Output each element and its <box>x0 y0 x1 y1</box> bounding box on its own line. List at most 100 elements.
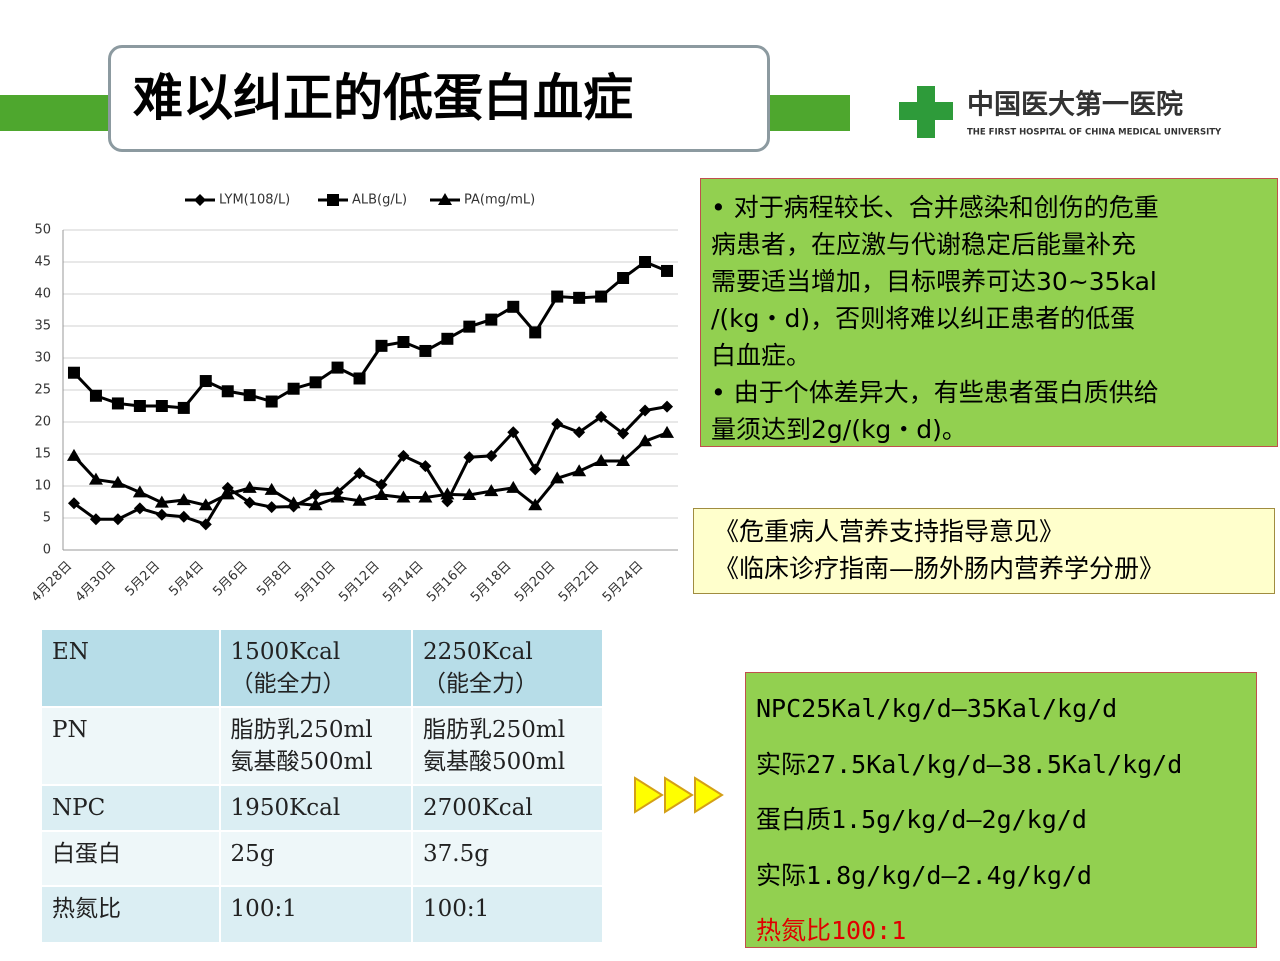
marker <box>264 482 279 495</box>
marker <box>353 372 366 385</box>
y-tick-label: 50 <box>34 223 51 238</box>
x-tick-label: 5月16日 <box>424 559 471 606</box>
table-row: PN 脂肪乳250ml 氨基酸500ml 脂肪乳250ml 氨基酸500ml <box>40 706 604 786</box>
marker <box>397 449 410 462</box>
note-line: • 对于病程较长、合并感染和创伤的危重 <box>711 193 1159 222</box>
table-cell: 1950Kcal <box>218 784 414 832</box>
marker <box>550 471 565 484</box>
table-cell: 脂肪乳250ml 氨基酸500ml <box>218 706 414 786</box>
marker <box>485 449 498 462</box>
marker <box>661 264 674 277</box>
marker <box>89 389 102 402</box>
cell-line: 2700Kcal <box>423 795 533 821</box>
table-row: 热氮比 100:1 100:1 <box>40 885 604 944</box>
marker <box>220 487 235 500</box>
table-row: EN 1500Kcal （能全力） 2250Kcal （能全力） <box>40 628 604 708</box>
marker <box>484 484 499 497</box>
reference: 《临床诊疗指南—肠外肠内营养学分册》 <box>714 554 1165 583</box>
cell-line: PN <box>52 717 88 743</box>
x-tick-label: 5月8日 <box>254 559 295 600</box>
cell-line: （能全力） <box>423 671 539 697</box>
marker <box>177 510 190 523</box>
note-line: 白血症。 <box>711 341 812 370</box>
marker <box>243 389 256 402</box>
cell-line: 热氮比 <box>52 896 121 922</box>
cell-line: 100:1 <box>423 896 490 922</box>
marker <box>199 518 212 531</box>
marker <box>639 404 652 417</box>
cell-line: 1950Kcal <box>230 795 341 821</box>
table-cell: EN <box>40 628 221 708</box>
legend-marker <box>194 194 206 206</box>
marker <box>396 490 411 503</box>
marker <box>177 401 190 414</box>
marker <box>441 332 454 345</box>
marker <box>529 326 542 339</box>
marker <box>330 490 345 503</box>
logo-en: THE FIRST HOSPITAL OF CHINA MEDICAL UNIV… <box>967 128 1222 138</box>
x-tick-label: 5月20日 <box>512 559 559 606</box>
marker <box>462 487 477 500</box>
table-cell: 热氮比 <box>40 885 221 944</box>
marker <box>133 400 146 412</box>
cell-line: （能全力） <box>230 671 346 697</box>
marker <box>463 451 476 464</box>
marker <box>440 487 455 500</box>
note-line: • 由于个体差异大，有些患者蛋白质供给 <box>711 378 1159 407</box>
marker <box>617 272 630 284</box>
logo: 中国医大第一医院 THE FIRST HOSPITAL OF CHINA MED… <box>899 86 1222 138</box>
y-tick-label: 35 <box>34 319 51 334</box>
marker <box>616 454 631 467</box>
marker <box>661 400 674 413</box>
marker <box>528 498 543 511</box>
cell-line: 氨基酸500ml <box>423 749 566 775</box>
table-cell: 脂肪乳250ml 氨基酸500ml <box>411 706 604 786</box>
marker <box>573 291 586 304</box>
x-tick-label: 5月12日 <box>336 559 383 606</box>
table-cell: PN <box>40 706 221 786</box>
marker <box>594 454 609 467</box>
marker <box>419 460 432 473</box>
marker <box>506 480 521 493</box>
marker <box>639 256 652 268</box>
summary: NPC25Kal/kg/d—35Kal/kg/d 实际27.5Kal/kg/d—3… <box>745 672 1257 948</box>
marker <box>309 488 322 501</box>
x-tick-label: 4月28日 <box>29 559 76 606</box>
summary-line: 蛋白质1.5g/kg/d—2g/kg/d <box>756 805 1087 834</box>
marker <box>286 496 301 509</box>
x-tick-label: 4月30日 <box>73 559 120 606</box>
marker <box>418 490 433 503</box>
reference: 《危重病人营养支持指导意见》 <box>714 517 1065 546</box>
x-tick-label: 5月14日 <box>380 559 427 606</box>
marker <box>573 426 586 439</box>
marker <box>397 336 410 348</box>
table-cell: 100:1 <box>218 885 414 944</box>
marker <box>595 290 608 303</box>
logo-cn: 中国医大第一医院 <box>967 89 1183 121</box>
cell-line: 脂肪乳250ml <box>230 717 373 743</box>
table-cell: 37.5g <box>411 830 604 887</box>
marker <box>309 376 322 389</box>
marker <box>265 501 278 514</box>
x-tick-label: 5月4日 <box>166 559 207 600</box>
marker <box>419 344 432 357</box>
marker <box>67 366 80 379</box>
series-line <box>72 431 668 508</box>
marker <box>133 502 146 515</box>
marker <box>242 480 257 493</box>
marker <box>198 498 213 511</box>
table-row: NPC 1950Kcal 2700Kcal <box>40 784 604 832</box>
marker <box>638 434 653 447</box>
notes: • 对于病程较长、合并感染和创伤的危重 病患者，在应激与代谢稳定后能量补充 需要适当… <box>700 178 1278 447</box>
summary-line: 实际27.5Kal/kg/d—38.5Kal/kg/d <box>756 749 1183 779</box>
marker <box>331 361 344 374</box>
cell-line: 白蛋白 <box>52 841 121 867</box>
y-tick-label: 10 <box>34 479 51 494</box>
marker <box>529 463 542 476</box>
marker <box>660 425 675 438</box>
table: EN 1500Kcal （能全力） 2250Kcal （能全力） PN 脂肪乳250ml 氨基… <box>40 628 604 944</box>
marker <box>287 382 300 395</box>
cell-line: 脂肪乳250ml <box>423 717 566 743</box>
legend-marker <box>327 194 339 206</box>
